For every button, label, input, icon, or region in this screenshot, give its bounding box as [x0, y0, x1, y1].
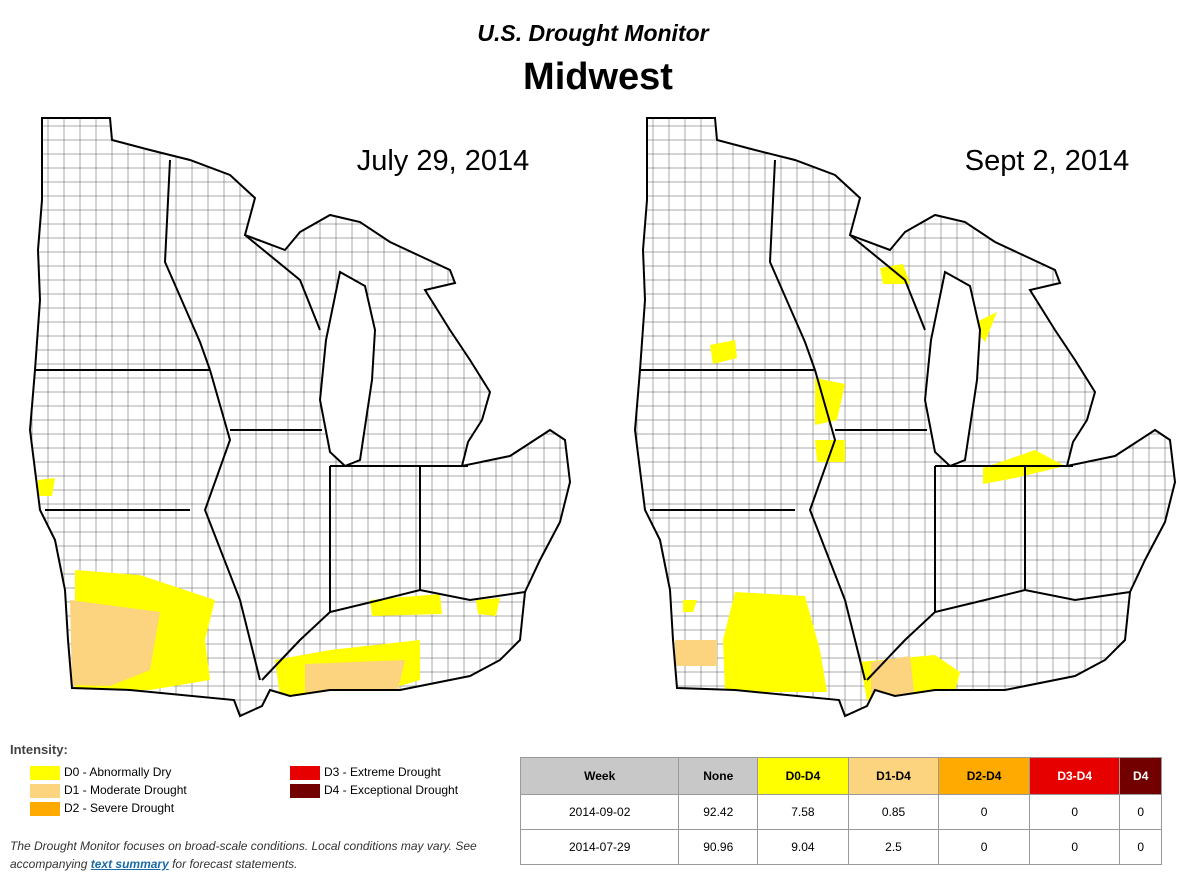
- table-cell: 2.5: [847, 829, 940, 865]
- table-cell: 92.42: [678, 794, 759, 830]
- maps: July 29, 2014 Sept 2, 2014: [29, 117, 1176, 717]
- legend-label: D2 - Severe Drought: [64, 801, 175, 815]
- note-text: The Drought Monitor focuses on broad-sca…: [10, 839, 477, 871]
- legend-swatch: [290, 765, 320, 780]
- stats-table: Week None D0-D4 D1-D4 D2-D4 D3-D4 D4 2014-09-02…: [519, 757, 1162, 865]
- legend: Intensity: D0 - Abnormally Dry D1 - Moder…: [10, 742, 510, 822]
- legend-label: D4 - Exceptional Drought: [324, 783, 459, 797]
- table-cell: 90.96: [678, 829, 759, 865]
- legend-label: D3 - Extreme Drought: [324, 765, 441, 779]
- map-date: Sept 2, 2014: [965, 145, 1129, 177]
- legend-swatch: [290, 783, 320, 798]
- footnote: The Drought Monitor focuses on broad-sca…: [10, 837, 510, 873]
- column-header: Week: [519, 757, 680, 795]
- table-cell: 0: [1119, 829, 1162, 865]
- column-header: D0-D4: [757, 757, 849, 795]
- legend-item: D4 - Exceptional Drought: [290, 782, 458, 798]
- text-summary-link[interactable]: text summary: [90, 857, 169, 871]
- table-cell: 0: [938, 794, 1030, 830]
- table-cell: 9.04: [757, 829, 849, 865]
- legend-swatch: [30, 801, 60, 816]
- legend-label: D0 - Abnormally Dry: [64, 765, 172, 779]
- table-cell: 2014-09-02: [519, 794, 680, 830]
- legend-swatch: [30, 783, 60, 798]
- table-row: 2014-09-02 92.42 7.58 0.85 0 0 0: [519, 794, 1162, 830]
- title: U.S. Drought Monitor: [477, 20, 709, 46]
- legend-item: D0 - Abnormally Dry: [30, 764, 171, 780]
- column-header: D2-D4: [938, 757, 1030, 795]
- table-cell: 0: [1028, 794, 1121, 830]
- legend-item: D1 - Moderate Drought: [30, 782, 187, 798]
- legend-item: D3 - Extreme Drought: [290, 764, 441, 780]
- table-row: 2014-07-29 90.96 9.04 2.5 0 0 0: [519, 829, 1162, 865]
- table-cell: 0: [1028, 829, 1121, 865]
- table-cell: 0: [938, 829, 1030, 865]
- table-cell: 0.85: [847, 794, 940, 830]
- subtitle: Midwest: [523, 56, 673, 98]
- legend-item: D2 - Severe Drought: [30, 800, 174, 816]
- column-header: D1-D4: [847, 757, 940, 795]
- table-cell: 7.58: [757, 794, 849, 830]
- map-sept: Sept 2, 2014: [634, 117, 1176, 717]
- map-date: July 29, 2014: [357, 145, 530, 177]
- legend-title: Intensity:: [10, 742, 68, 757]
- legend-label: D1 - Moderate Drought: [64, 783, 187, 797]
- column-header: D3-D4: [1028, 757, 1121, 795]
- map-july: July 29, 2014: [29, 117, 571, 717]
- note-text: for forecast statements.: [168, 857, 298, 871]
- legend-swatch: [30, 765, 60, 780]
- table-cell: 2014-07-29: [519, 829, 680, 865]
- column-header: D4: [1119, 757, 1162, 795]
- table-cell: 0: [1119, 794, 1162, 830]
- header-row: Week None D0-D4 D1-D4 D2-D4 D3-D4 D4: [519, 757, 1162, 795]
- column-header: None: [678, 757, 759, 795]
